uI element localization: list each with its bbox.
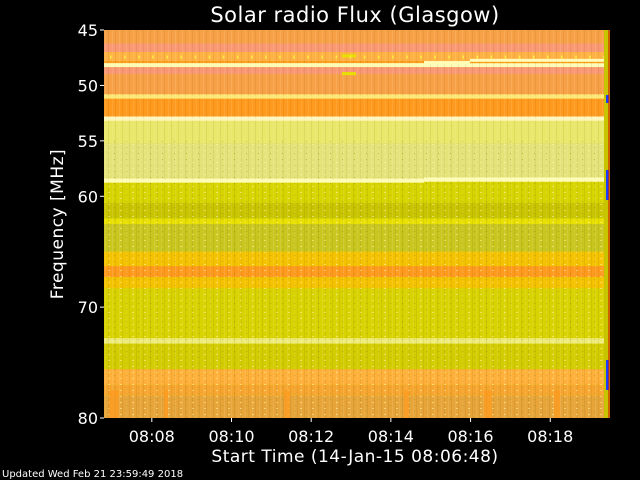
- spike-25: [462, 55, 464, 59]
- emission-lines: [104, 54, 610, 418]
- emission-line-48-left: [104, 63, 424, 67]
- spike-5: [180, 55, 182, 59]
- right-edge-blue-mark-2: [606, 170, 609, 200]
- spike-30: [533, 55, 535, 59]
- x-axis: 08:08 08:10 08:12 08:14 08:16 08:18: [129, 418, 573, 446]
- spike-32: [561, 55, 563, 59]
- spike-2: [138, 55, 140, 59]
- x-tick-label: 08:08: [129, 427, 175, 446]
- spike-14: [307, 55, 309, 59]
- lower-streak-3: [404, 390, 409, 418]
- x-axis-title: Start Time (14-Jan-15 08:06:48): [211, 447, 498, 467]
- x-tick-label: 08:10: [208, 427, 254, 446]
- y-tick-label: 50: [78, 76, 98, 95]
- x-tick-label: 08:18: [527, 427, 573, 446]
- emission-line-58-right: [424, 177, 610, 181]
- spike-15: [321, 55, 323, 59]
- spike-10: [251, 55, 253, 59]
- spike-13: [293, 55, 295, 59]
- spike-3: [152, 55, 154, 59]
- x-tick-label: 08:14: [368, 427, 414, 446]
- spike-0: [110, 55, 112, 59]
- spike-1: [124, 55, 126, 59]
- chart-title: Solar radio Flux (Glasgow): [210, 3, 499, 27]
- emission-line-48-mid: [424, 61, 470, 65]
- right-edge-blue-mark-1: [606, 95, 609, 103]
- lower-streak-2: [284, 390, 290, 418]
- spike-20: [392, 55, 394, 59]
- lower-streak-1: [164, 390, 168, 418]
- y-tick-label: 55: [78, 132, 98, 151]
- emission-line-53: [104, 118, 610, 121]
- lower-streak-0: [109, 390, 119, 418]
- spike-12: [279, 55, 281, 59]
- spike-31: [547, 55, 549, 59]
- streak-overlay: [104, 30, 610, 418]
- spike-6: [194, 55, 197, 59]
- spike-8: [222, 55, 225, 59]
- y-tick-label: 60: [78, 187, 98, 206]
- lower-streak-4: [484, 390, 492, 418]
- spike-19: [377, 55, 380, 59]
- spike-7: [208, 55, 211, 59]
- spike-34: [589, 55, 591, 59]
- y-axis-title: Frequency [MHz]: [48, 149, 68, 299]
- spike-27: [490, 55, 493, 59]
- spike-17: [349, 55, 352, 59]
- y-tick-label: 45: [78, 21, 98, 40]
- right-edge-blue-mark-3: [606, 360, 609, 390]
- x-tick-label: 08:12: [288, 427, 334, 446]
- spike-24: [448, 55, 450, 59]
- spike-22: [420, 55, 422, 59]
- updated-timestamp: Updated Wed Feb 21 23:59:49 2018: [2, 469, 183, 480]
- emission-line-51: [104, 96, 610, 99]
- y-tick-label: 70: [78, 298, 98, 317]
- spike-9: [236, 55, 239, 59]
- lower-streak-5: [554, 390, 560, 418]
- burst-mark-lower: [342, 72, 356, 76]
- y-tick-label: 80: [78, 409, 98, 428]
- spike-4: [166, 55, 168, 59]
- spike-23: [434, 55, 436, 59]
- burst-mark-upper: [342, 54, 356, 58]
- emission-line-58-left: [104, 179, 424, 183]
- spike-29: [518, 55, 521, 59]
- spike-11: [265, 55, 267, 59]
- spike-16: [335, 55, 338, 59]
- spike-33: [575, 55, 577, 59]
- x-tick-label: 08:16: [447, 427, 493, 446]
- y-axis: 45 50 55 60 70 80: [78, 21, 104, 428]
- spike-28: [504, 55, 507, 59]
- right-edge-strip: [604, 30, 610, 418]
- right-edge-red-mark: [608, 30, 610, 418]
- emission-line-48-right: [470, 58, 610, 62]
- spike-21: [406, 55, 408, 59]
- spike-18: [363, 55, 366, 59]
- plot-area: [104, 30, 610, 418]
- spike-26: [476, 55, 479, 59]
